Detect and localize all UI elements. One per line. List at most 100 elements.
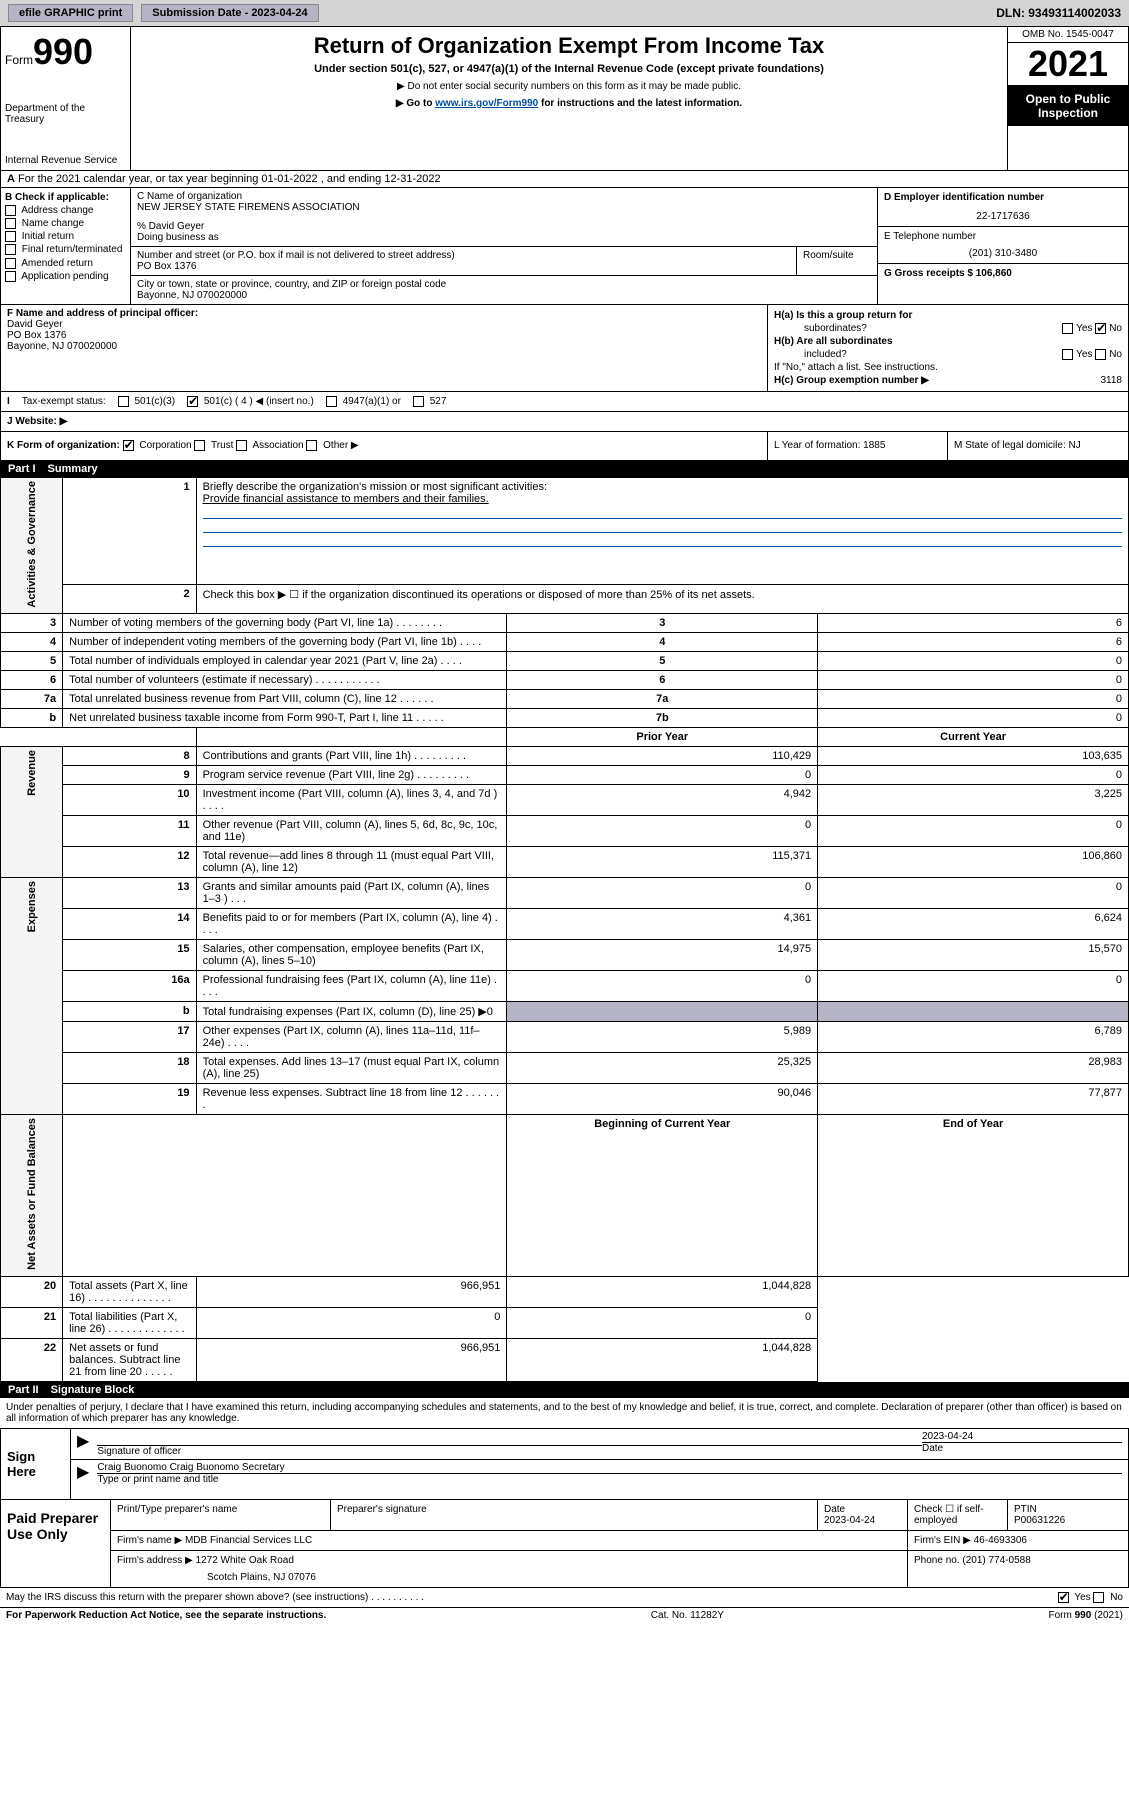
form-header: Form990 Department of the Treasury Inter… bbox=[0, 26, 1129, 171]
corp-check[interactable] bbox=[123, 440, 134, 451]
care-of: % David Geyer bbox=[137, 221, 871, 232]
vert-netassets: Net Assets or Fund Balances bbox=[26, 1118, 38, 1270]
hc-label: H(c) Group exemption number ▶ bbox=[774, 375, 929, 386]
website-label: Website: ▶ bbox=[15, 416, 67, 427]
trust-check[interactable] bbox=[194, 440, 205, 451]
firm-name: MDB Financial Services LLC bbox=[185, 1535, 312, 1546]
q1-text: Briefly describe the organization's miss… bbox=[203, 481, 1122, 493]
ssn-note: ▶ Do not enter social security numbers o… bbox=[137, 81, 1001, 92]
end-year-hdr: End of Year bbox=[818, 1115, 1129, 1277]
501c3-check[interactable] bbox=[118, 396, 129, 407]
dba-label: Doing business as bbox=[137, 232, 871, 243]
527-check[interactable] bbox=[413, 396, 424, 407]
goto-link-row: ▶ Go to www.irs.gov/Form990 for instruct… bbox=[137, 98, 1001, 109]
501c-check[interactable] bbox=[187, 396, 198, 407]
ptin-hdr: PTIN bbox=[1014, 1504, 1037, 1515]
prep-check-hdr: Check ☐ if self-employed bbox=[908, 1500, 1008, 1530]
irs-link[interactable]: www.irs.gov/Form990 bbox=[435, 98, 538, 109]
phone-value: (201) 310-3480 bbox=[884, 248, 1122, 259]
mayirs-yes-check[interactable] bbox=[1058, 1592, 1069, 1603]
top-bar: efile GRAPHIC print Submission Date - 20… bbox=[0, 0, 1129, 26]
officer-name: David Geyer bbox=[7, 319, 761, 330]
type-name-label: Type or print name and title bbox=[97, 1473, 1122, 1485]
may-irs-text: May the IRS discuss this return with the… bbox=[6, 1592, 424, 1603]
firm-name-label: Firm's name ▶ bbox=[117, 1535, 182, 1546]
ha-sub: subordinates? bbox=[774, 323, 867, 334]
col-b-checkboxes: B Check if applicable: Address change Na… bbox=[1, 188, 131, 304]
k-label: K Form of organization: bbox=[7, 441, 120, 452]
firm-addr-label: Firm's address ▶ bbox=[117, 1555, 193, 1566]
colb-check[interactable] bbox=[5, 205, 16, 216]
prep-date-hdr: Date bbox=[824, 1504, 845, 1515]
prep-sig-hdr: Preparer's signature bbox=[331, 1500, 818, 1530]
q2-text: Check this box ▶ ☐ if the organization d… bbox=[196, 584, 1128, 613]
ha-label: H(a) Is this a group return for bbox=[774, 310, 912, 321]
current-year-hdr: Current Year bbox=[818, 728, 1129, 747]
declaration-text: Under penalties of perjury, I declare th… bbox=[0, 1398, 1129, 1428]
gross-receipts-label: G Gross receipts $ 106,860 bbox=[884, 268, 1012, 279]
org-name: NEW JERSEY STATE FIREMENS ASSOCIATION bbox=[137, 202, 871, 213]
officer-printed-name: Craig Buonomo Craig Buonomo Secretary bbox=[97, 1462, 1122, 1473]
form-footer: Form 990 (2021) bbox=[1049, 1610, 1123, 1621]
ptin-value: P00631226 bbox=[1014, 1515, 1065, 1526]
prep-phone: (201) 774-0588 bbox=[962, 1555, 1030, 1566]
hb-no-check[interactable] bbox=[1095, 349, 1106, 360]
4947-check[interactable] bbox=[326, 396, 337, 407]
form-subtitle: Under section 501(c), 527, or 4947(a)(1)… bbox=[137, 63, 1001, 75]
paperwork-notice: For Paperwork Reduction Act Notice, see … bbox=[6, 1610, 326, 1621]
omb-number: OMB No. 1545-0047 bbox=[1008, 27, 1128, 43]
firm-addr1: 1272 White Oak Road bbox=[196, 1555, 294, 1566]
ein-label: D Employer identification number bbox=[884, 192, 1044, 203]
row-a-tax-year: A For the 2021 calendar year, or tax yea… bbox=[0, 171, 1129, 188]
officer-addr1: PO Box 1376 bbox=[7, 330, 761, 341]
ha-yes-check[interactable] bbox=[1062, 323, 1073, 334]
street-value: PO Box 1376 bbox=[137, 261, 790, 272]
q1-answer: Provide financial assistance to members … bbox=[203, 493, 1122, 505]
tax-year: 2021 bbox=[1008, 43, 1128, 86]
part1-header: Part I Summary bbox=[0, 461, 1129, 477]
tax-exempt-label: Tax-exempt status: bbox=[22, 396, 106, 407]
firm-addr2: Scotch Plains, NJ 07076 bbox=[117, 1572, 901, 1583]
sign-here-label: Sign Here bbox=[1, 1429, 71, 1499]
street-label: Number and street (or P.O. box if mail i… bbox=[137, 250, 790, 261]
year-formation: L Year of formation: 1885 bbox=[768, 432, 948, 459]
sig-officer-label: Signature of officer bbox=[97, 1445, 922, 1457]
other-check[interactable] bbox=[306, 440, 317, 451]
officer-addr2: Bayonne, NJ 070020000 bbox=[7, 341, 761, 352]
colb-check[interactable] bbox=[5, 231, 16, 242]
open-public-badge: Open to PublicInspection bbox=[1008, 86, 1128, 126]
room-suite-label: Room/suite bbox=[797, 247, 877, 275]
cat-no: Cat. No. 11282Y bbox=[651, 1610, 724, 1621]
sig-date-label: Date bbox=[922, 1442, 1122, 1454]
assoc-check[interactable] bbox=[236, 440, 247, 451]
i-label: I bbox=[7, 396, 10, 407]
colb-check[interactable] bbox=[5, 271, 16, 282]
begin-year-hdr: Beginning of Current Year bbox=[507, 1115, 818, 1277]
hb-note: If "No," attach a list. See instructions… bbox=[774, 362, 1122, 373]
city-label: City or town, state or province, country… bbox=[137, 279, 871, 290]
efile-button[interactable]: efile GRAPHIC print bbox=[8, 4, 133, 22]
paid-preparer-label: Paid Preparer Use Only bbox=[1, 1500, 111, 1587]
ein-value: 22-1717636 bbox=[884, 211, 1122, 222]
firm-ein-label: Firm's EIN ▶ bbox=[914, 1535, 971, 1546]
city-value: Bayonne, NJ 070020000 bbox=[137, 290, 871, 301]
prep-phone-label: Phone no. bbox=[914, 1555, 960, 1566]
form-number-label: Form990 bbox=[5, 31, 126, 73]
name-label: C Name of organization bbox=[137, 191, 871, 202]
prep-name-hdr: Print/Type preparer's name bbox=[111, 1500, 331, 1530]
firm-ein: 46-4693306 bbox=[974, 1535, 1027, 1546]
sig-date-value: 2023-04-24 bbox=[922, 1431, 1122, 1442]
summary-table: Activities & Governance 1 Briefly descri… bbox=[0, 477, 1129, 1382]
hb-yes-check[interactable] bbox=[1062, 349, 1073, 360]
colb-check[interactable] bbox=[5, 218, 16, 229]
j-label: J bbox=[7, 416, 13, 427]
form-title: Return of Organization Exempt From Incom… bbox=[137, 33, 1001, 59]
officer-label: F Name and address of principal officer: bbox=[7, 308, 198, 319]
hc-value: 3118 bbox=[1100, 375, 1122, 386]
phone-label: E Telephone number bbox=[884, 231, 1122, 242]
colb-check[interactable] bbox=[5, 258, 16, 269]
ha-no-check[interactable] bbox=[1095, 323, 1106, 334]
mayirs-no-check[interactable] bbox=[1093, 1592, 1104, 1603]
part2-header: Part II Signature Block bbox=[0, 1382, 1129, 1398]
colb-check[interactable] bbox=[5, 244, 16, 255]
